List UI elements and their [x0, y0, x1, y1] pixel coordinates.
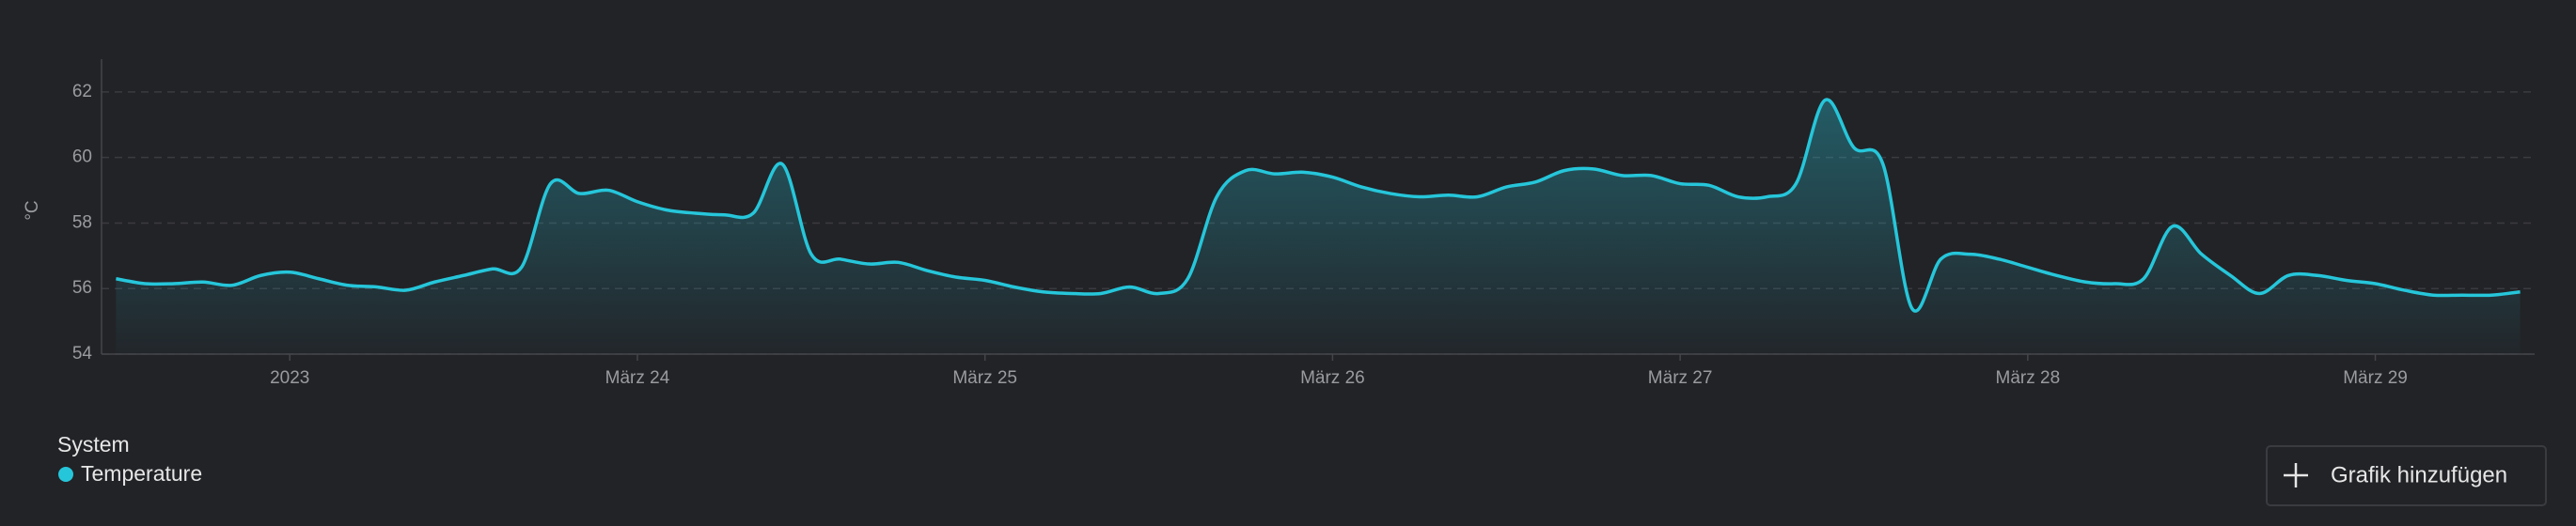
y-tick-label: 60 — [72, 147, 92, 167]
x-tick-label: März 26 — [1300, 368, 1365, 388]
y-tick-label: 62 — [72, 82, 92, 101]
x-tick-label: März 27 — [1648, 368, 1713, 388]
legend-marker — [58, 467, 73, 482]
legend-label: Temperature — [81, 461, 202, 486]
legend-title: System — [57, 432, 130, 456]
x-tick-label: März 25 — [952, 368, 1017, 388]
y-axis-label: °C — [23, 200, 42, 220]
plus-icon[interactable] — [2284, 463, 2308, 487]
add-chart-button[interactable]: Grafik hinzufügen — [2266, 445, 2547, 506]
x-tick-label: 2023 — [270, 368, 309, 388]
y-tick-label: 56 — [72, 278, 92, 298]
x-tick-label: März 29 — [2343, 368, 2408, 388]
line — [116, 98, 2521, 313]
x-tick-label: März 24 — [605, 368, 670, 388]
y-tick-label: 54 — [72, 344, 93, 364]
area — [116, 99, 2521, 355]
y-tick-label: 58 — [72, 212, 92, 232]
x-tick-label: März 28 — [1996, 368, 2061, 388]
button-label[interactable]: Grafik hinzufügen — [2331, 462, 2507, 487]
button-frame[interactable] — [2266, 445, 2547, 506]
